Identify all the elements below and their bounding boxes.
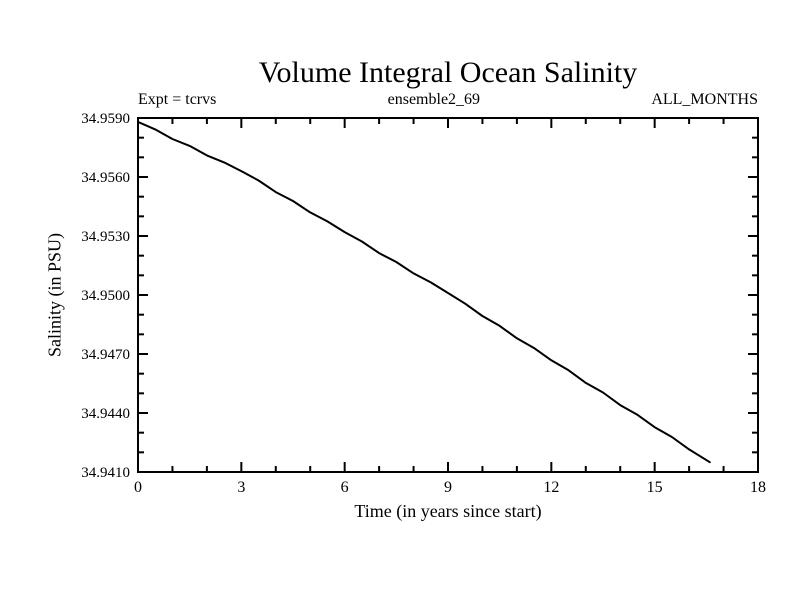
y-tick-label: 34.9560 <box>81 170 130 186</box>
x-tick-label: 18 <box>750 479 766 496</box>
x-tick-label: 12 <box>543 479 559 496</box>
y-tick-label: 34.9590 <box>81 111 130 127</box>
y-tick-label: 34.9410 <box>81 465 130 481</box>
plot-frame <box>137 117 759 473</box>
data-line-volume-integral-salinity <box>137 120 711 464</box>
x-tick-label: 9 <box>444 479 452 496</box>
y-tick-label: 34.9440 <box>81 406 130 422</box>
x-tick-label: 6 <box>341 479 349 496</box>
y-tick-label: 34.9530 <box>81 229 130 245</box>
x-tick-label: 3 <box>237 479 245 496</box>
subtitle-experiment: Expt = tcrvs <box>138 91 217 108</box>
subtitle-ensemble: ensemble2_69 <box>387 91 481 108</box>
y-tick-label: 34.9500 <box>81 288 130 304</box>
x-tick-label: 15 <box>647 479 663 496</box>
subtitle-months: ALL_MONTHS <box>651 91 758 108</box>
chart-title: Volume Integral Ocean Salinity <box>258 56 638 89</box>
x-tick-label: 0 <box>134 479 142 496</box>
y-tick-label: 34.9470 <box>81 347 130 363</box>
x-axis-title: Time (in years since start) <box>354 501 542 521</box>
subtitle-row: Expt = tcrvs ensemble2_69 ALL_MONTHS <box>138 91 758 109</box>
